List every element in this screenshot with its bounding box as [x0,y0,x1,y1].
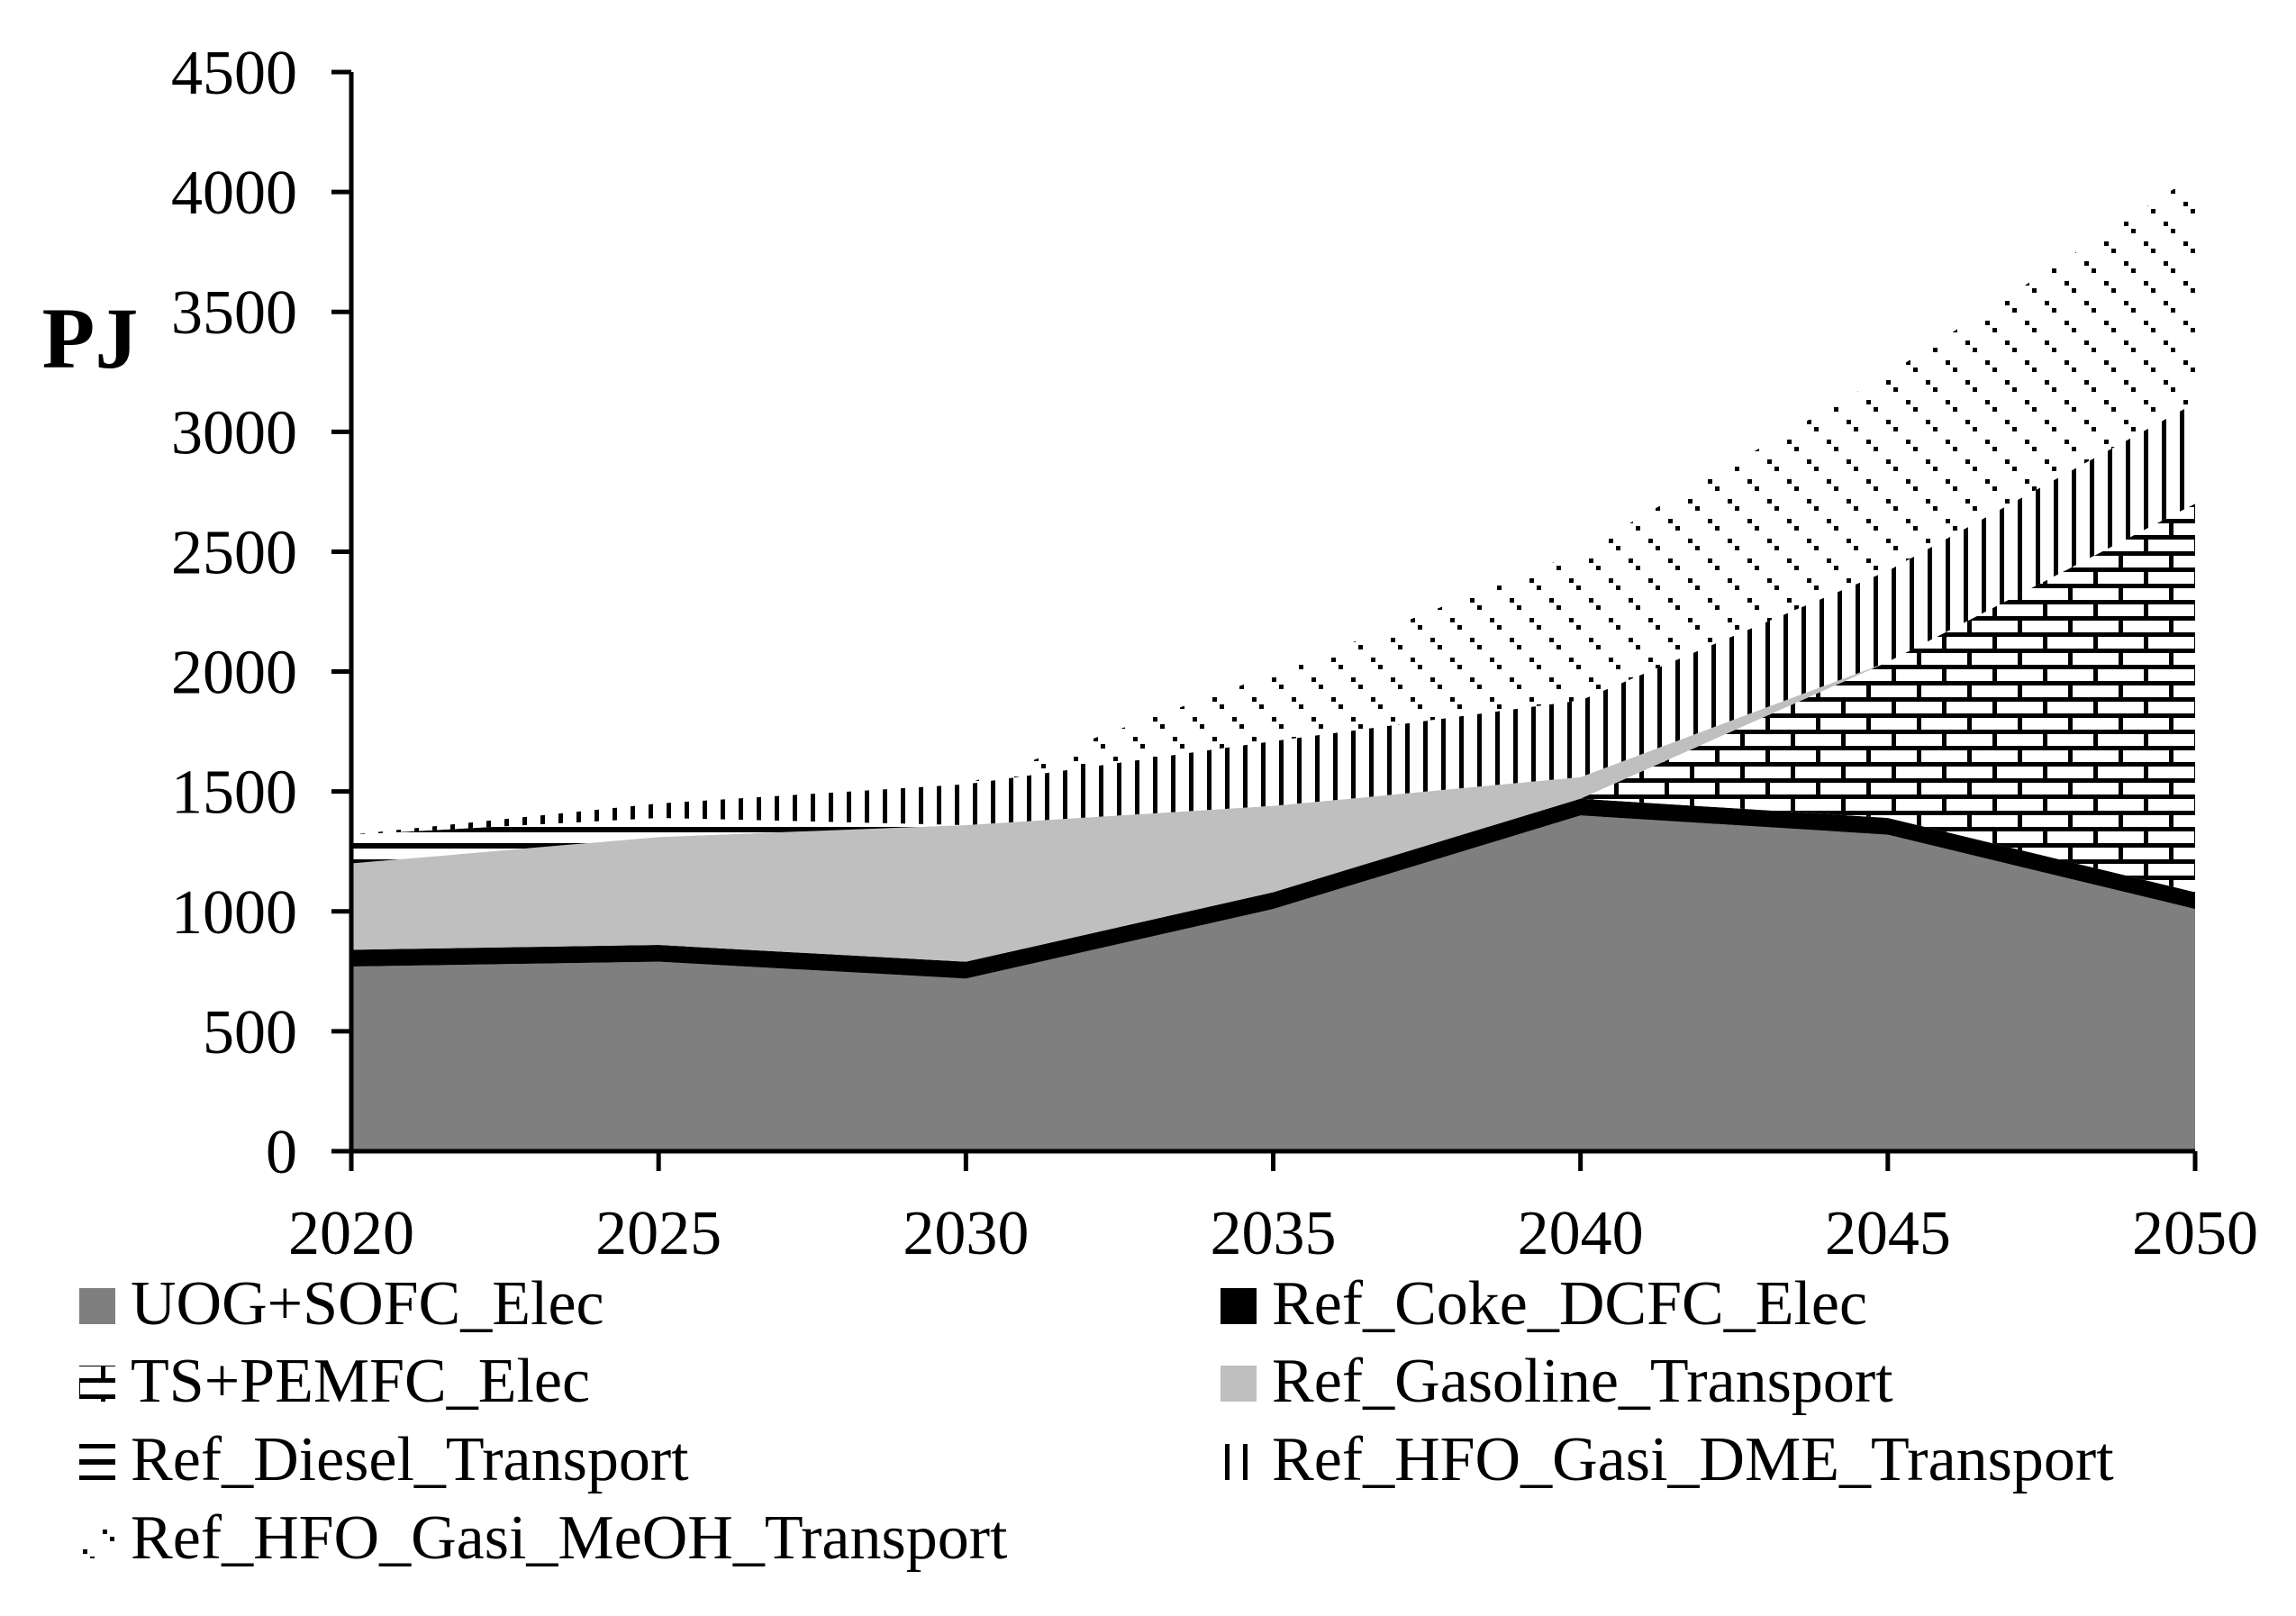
area-layers [351,175,2195,1151]
legend-label: TS+PEMFC_Elec [131,1347,590,1416]
y-tick-label: 3000 [171,398,297,468]
x-tick-label: 2030 [903,1199,1029,1268]
x-tick-label: 2020 [288,1199,414,1268]
y-tick-label: 4500 [171,39,297,108]
legend-label: Ref_HFO_Gasi_DME_Transport [1272,1425,2114,1494]
legend-label: Ref_Gasoline_Transport [1272,1347,1893,1416]
x-tick-label: 2025 [595,1199,721,1268]
y-tick-label: 4000 [171,159,297,228]
legend-swatch [79,1444,115,1480]
legend-label: UOG+SOFC_Elec [131,1269,604,1339]
area-series-6 [351,175,2195,835]
area-series-0 [351,815,2195,1151]
area-series-5 [351,403,2195,835]
legend: UOG+SOFC_Elec Ref_Coke_DCFC_Elec TS+PEMFC_… [79,1269,2114,1573]
y-axis-label: PJ [42,290,139,386]
y-tick-label: 3500 [171,278,297,348]
legend-label: Ref_HFO_Gasi_MeOH_Transport [131,1503,1008,1573]
y-tick-label: 2500 [171,518,297,587]
legend-swatch [79,1366,115,1402]
y-tick-label: 0 [266,1118,297,1187]
x-tick-label: 2050 [2132,1199,2258,1268]
x-ticks: 2020 2025 2030 2035 2040 2045 2050 [288,1151,2258,1268]
area-series-2 [351,504,2195,962]
legend-swatch [79,1288,115,1324]
y-ticks: 0 500 1000 1500 2000 2500 3000 3500 4000 4500 [171,39,351,1187]
legend-swatch [1221,1288,1257,1324]
x-tick-label: 2040 [1518,1199,1644,1268]
legend-label: Ref_Diesel_Transport [131,1425,689,1494]
area-series-3 [351,504,2195,962]
area-series-4 [351,504,2195,864]
legend-swatch [79,1522,115,1558]
area-series-1 [351,798,2195,979]
x-tick-label: 2045 [1825,1199,1951,1268]
y-tick-label: 2000 [171,639,297,708]
legend-swatch [1221,1444,1257,1480]
x-tick-label: 2035 [1211,1199,1337,1268]
y-tick-label: 500 [203,998,297,1067]
y-tick-label: 1500 [171,758,297,828]
y-tick-label: 1000 [171,878,297,948]
legend-label: Ref_Coke_DCFC_Elec [1272,1269,1867,1339]
legend-swatch [1221,1366,1257,1402]
